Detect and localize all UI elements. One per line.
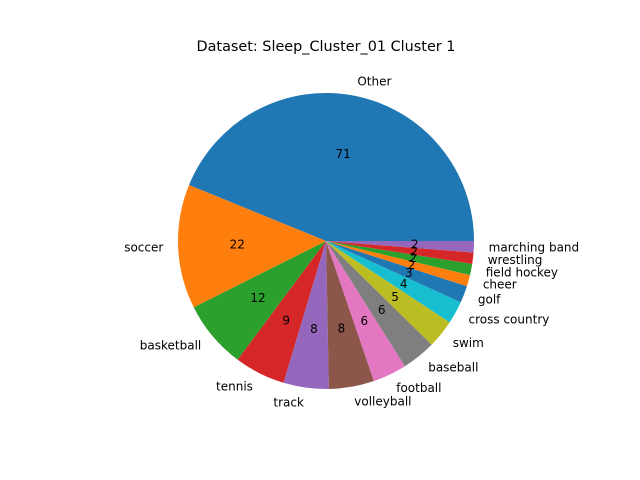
- slice-label-basketball: basketball: [140, 339, 201, 353]
- slice-value-volleyball: 8: [338, 321, 346, 335]
- slice-label-cheer: cheer: [483, 278, 517, 292]
- slice-value-soccer: 22: [230, 237, 245, 251]
- slice-field-hockey: [326, 241, 473, 276]
- slice-value-cross-country: 4: [400, 277, 408, 291]
- slice-value-swim: 5: [391, 290, 399, 304]
- slice-tennis: [237, 241, 326, 383]
- pie-slices: [177, 92, 475, 389]
- slice-label-volleyball: volleyball: [354, 394, 411, 408]
- slice-value-marching-band: 2: [411, 237, 419, 251]
- slice-value-cheer: 2: [408, 258, 416, 272]
- slice-label-swim: swim: [453, 336, 484, 350]
- slice-golf: [326, 241, 467, 303]
- slice-label-other: Other: [357, 74, 391, 88]
- slice-label-cross-country: cross country: [469, 313, 550, 327]
- slice-other: [188, 92, 475, 241]
- slice-track: [283, 241, 329, 389]
- slice-cheer: [326, 241, 471, 287]
- slice-value-wrestling: 2: [410, 244, 418, 258]
- slice-label-baseball: baseball: [428, 361, 478, 375]
- slice-swim: [326, 241, 450, 345]
- slice-value-baseball: 6: [378, 303, 386, 317]
- slice-wrestling: [326, 241, 474, 264]
- slice-value-golf: 3: [405, 266, 413, 280]
- slice-label-football: football: [396, 381, 441, 395]
- slice-baseball: [326, 241, 432, 367]
- slice-value-field-hockey: 2: [409, 251, 417, 265]
- slice-basketball: [193, 241, 326, 360]
- slice-label-wrestling: wrestling: [488, 253, 543, 267]
- chart-title: Dataset: Sleep_Cluster_01 Cluster 1: [197, 39, 456, 55]
- slice-label-field-hockey: field hockey: [486, 265, 558, 279]
- slice-label-marching-band: marching band: [489, 240, 579, 254]
- slice-value-basketball: 12: [250, 291, 265, 305]
- slice-volleyball: [326, 241, 374, 389]
- slice-football: [326, 241, 405, 382]
- slice-value-track: 8: [310, 322, 318, 336]
- slice-label-tennis: tennis: [216, 379, 253, 393]
- slice-label-track: track: [273, 395, 304, 409]
- slice-marching-band: [326, 241, 474, 253]
- slice-value-other: 71: [335, 147, 350, 161]
- slice-value-football: 6: [360, 314, 368, 328]
- slice-label-golf: golf: [478, 293, 501, 307]
- slice-label-soccer: soccer: [124, 240, 163, 254]
- slice-cross-country: [326, 241, 461, 323]
- slice-soccer: [177, 185, 326, 308]
- slice-value-tennis: 9: [282, 313, 290, 327]
